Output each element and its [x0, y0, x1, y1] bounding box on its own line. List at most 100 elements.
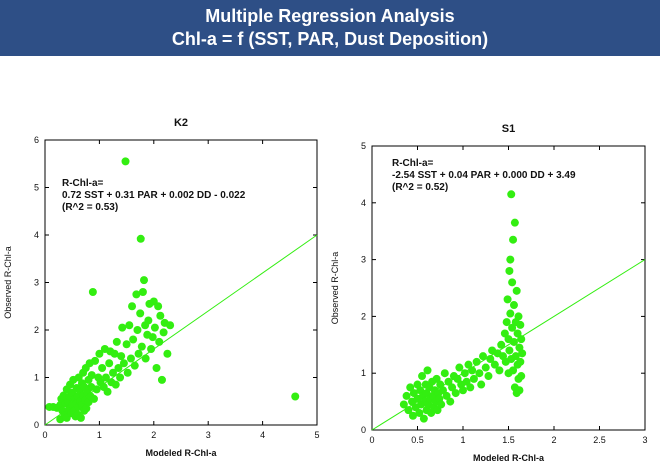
chart1-data-point: [123, 368, 132, 377]
chart2-data-point: [438, 386, 447, 395]
chart2-data-point: [399, 400, 408, 409]
chart2-y-tick-label: 3: [361, 255, 366, 265]
chart2-data-point: [444, 377, 453, 386]
chart2-data-point: [448, 383, 457, 392]
chart1-data-point: [156, 311, 165, 320]
chart1-data-point: [138, 288, 147, 296]
chart1-title: K2: [174, 117, 188, 129]
chart2-y-tick-label: 4: [361, 198, 366, 208]
chart1-equation-annotation-line-2: 0.72 SST + 0.31 PAR + 0.002 DD - 0.022: [62, 190, 246, 201]
chart1-x-tick-label: 1: [97, 430, 102, 440]
chart1-data-point: [155, 337, 164, 346]
chart2-y-axis-label: Observed R-Chl-a: [330, 252, 340, 325]
chart1-data-point: [136, 309, 145, 318]
chart2-data-point: [486, 355, 495, 363]
chart1-data-point: [103, 387, 112, 396]
chart1-x-tick-label: 4: [260, 430, 265, 440]
chart2-data-point: [516, 357, 525, 366]
chart2-x-axis-label: Modeled R-Chl-a: [473, 453, 545, 463]
chart1-data-point: [119, 359, 128, 368]
chart2-data-point: [442, 391, 451, 400]
chart1-data-point: [148, 333, 157, 342]
chart1-data-point: [126, 354, 135, 363]
chart1-y-tick-label: 1: [34, 373, 39, 383]
chart1-y-tick-label: 5: [34, 183, 39, 193]
chart1-x-tick-label: 3: [206, 430, 211, 440]
chart1-data-point: [89, 394, 98, 403]
chart2-data-point: [475, 369, 484, 378]
chart2-data-point: [500, 329, 509, 338]
chart2-data-point: [512, 286, 521, 295]
chart1-data-point: [91, 356, 100, 365]
chart1-data-point: [152, 364, 161, 372]
chart1-data-point: [82, 404, 91, 413]
page-subtitle: Chl-a = f (SST, PAR, Dust Deposition): [171, 29, 489, 49]
chart2-data-point: [406, 383, 415, 392]
chart2-data-point: [490, 360, 499, 369]
chart2-data-point: [513, 329, 522, 338]
chart1-data-point: [137, 342, 146, 351]
chart1-y-tick-label: 4: [34, 230, 39, 240]
chart1-equation-annotation-line-3: (R^2 = 0.53): [62, 202, 118, 213]
chart2-data-point: [507, 190, 516, 199]
chart2-equation-annotation-line-1: R-Chl-a=: [392, 158, 434, 169]
chart2-x-tick-label: 2: [551, 435, 556, 445]
chart2-data-point: [510, 218, 519, 227]
chart1-data-point: [118, 323, 127, 332]
chart1-data-point: [116, 373, 125, 382]
chart2-data-point: [509, 366, 518, 375]
chart2-data-point: [466, 383, 475, 392]
chart2-data-point: [423, 366, 432, 375]
chart2-x-tick-label: 0.5: [411, 435, 424, 445]
chart2-x-tick-label: 1: [460, 435, 465, 445]
chart2-y-tick-label: 5: [361, 141, 366, 151]
chart1-data-point: [114, 364, 123, 372]
chart1-data-point: [59, 391, 68, 400]
chart2-data-point: [516, 320, 525, 329]
chart2-x-tick-label: 0: [369, 435, 374, 445]
chart1-data-point: [125, 321, 134, 330]
chart2-data-point: [508, 323, 517, 332]
chart2-data-point: [437, 400, 446, 409]
chart2-data-point: [509, 337, 518, 346]
chart2-data-point: [502, 318, 511, 327]
chart2-data-point: [409, 389, 418, 398]
chart2-data-point: [419, 414, 428, 423]
chart2-y-tick-label: 2: [361, 311, 366, 321]
chart1-x-axis-label: Modeled R-Chl-a: [146, 448, 218, 458]
chart1-y-tick-label: 6: [34, 135, 39, 145]
chart2-data-point: [477, 380, 486, 389]
chart1-data-point: [87, 371, 96, 380]
chart1-data-point: [136, 234, 145, 243]
chart2-equation-annotation-line-3: (R^2 = 0.52): [392, 182, 448, 193]
chart1-data-point: [76, 413, 85, 422]
chart2-data-point: [462, 377, 471, 386]
chart2-data-point: [464, 360, 473, 369]
chart1-data-point: [157, 375, 166, 384]
chart2-equation-annotation-line-2: -2.54 SST + 0.04 PAR + 0.000 DD + 3.49: [392, 170, 576, 181]
chart2-x-tick-label: 1.5: [502, 435, 515, 445]
chart1-y-axis-label: Observed R-Chl-a: [3, 246, 13, 319]
chart1-data-point: [98, 364, 107, 372]
chart2-data-point: [514, 312, 523, 321]
chart2-data-point: [497, 340, 506, 349]
chart1-data-point: [111, 380, 120, 389]
chart1-x-tick-label: 2: [151, 430, 156, 440]
chart2-data-point: [460, 369, 469, 378]
chart2-data-point: [511, 352, 520, 361]
chart2-data-point: [515, 386, 524, 395]
chart2-data-point: [408, 411, 417, 420]
chart1-data-point: [105, 359, 114, 368]
chart1-data-point: [150, 323, 159, 332]
chart2-data-point: [402, 391, 411, 400]
chart2-y-tick-label: 0: [361, 425, 366, 435]
title-banner: Multiple Regression Analysis Chl-a = f (…: [0, 0, 660, 56]
chart2-data-point: [415, 408, 424, 417]
chart2-data-point: [469, 374, 478, 383]
chart2-data-point: [446, 397, 455, 406]
chart2-data-point: [509, 301, 518, 310]
chart1-data-point: [130, 361, 139, 370]
chart2-data-point: [484, 372, 493, 381]
chart1-y-tick-label: 0: [34, 420, 39, 430]
